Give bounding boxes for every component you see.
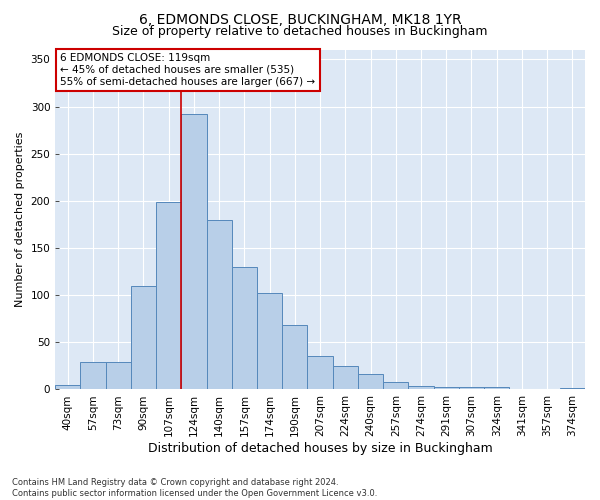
Bar (257, 294, 282, 390)
Text: Contains HM Land Registry data © Crown copyright and database right 2024.
Contai: Contains HM Land Registry data © Crown c… (12, 478, 377, 498)
Bar (409, 386, 434, 390)
Bar (55, 384, 80, 390)
Bar (332, 366, 358, 390)
Text: 6 EDMONDS CLOSE: 119sqm
← 45% of detached houses are smaller (535)
55% of semi-d: 6 EDMONDS CLOSE: 119sqm ← 45% of detache… (61, 54, 316, 86)
Text: Size of property relative to detached houses in Buckingham: Size of property relative to detached ho… (112, 25, 488, 38)
Bar (484, 386, 509, 390)
Bar (282, 326, 307, 390)
Bar (383, 382, 409, 390)
Bar (106, 362, 131, 390)
Bar (307, 356, 332, 390)
Bar (560, 388, 585, 390)
Bar (459, 386, 484, 390)
Bar (206, 220, 232, 390)
Bar (358, 374, 383, 390)
Bar (80, 362, 106, 390)
Bar (434, 386, 459, 390)
Bar (131, 286, 156, 390)
Bar (232, 267, 257, 390)
Bar (156, 202, 181, 390)
Bar (509, 388, 535, 390)
Y-axis label: Number of detached properties: Number of detached properties (15, 132, 25, 308)
Bar (181, 114, 206, 390)
X-axis label: Distribution of detached houses by size in Buckingham: Distribution of detached houses by size … (148, 442, 493, 455)
Text: 6, EDMONDS CLOSE, BUCKINGHAM, MK18 1YR: 6, EDMONDS CLOSE, BUCKINGHAM, MK18 1YR (139, 12, 461, 26)
